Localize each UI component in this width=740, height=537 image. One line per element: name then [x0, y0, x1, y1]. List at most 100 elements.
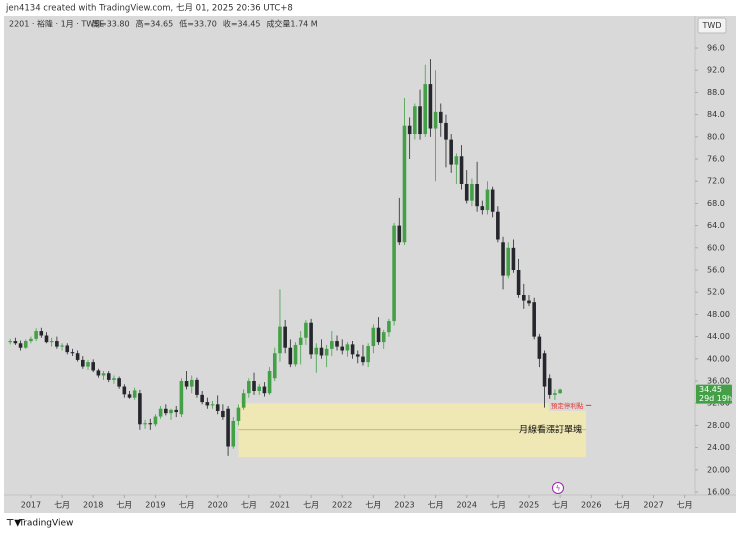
- candle: [547, 374, 552, 399]
- candle: [381, 329, 386, 349]
- header: jen4134 created with TradingView.com, 七月…: [5, 4, 293, 14]
- candle: [148, 418, 153, 430]
- candle-body: [86, 362, 90, 367]
- y-tick-label: 20.00: [707, 465, 730, 474]
- y-tick-label: 48.00: [707, 310, 730, 319]
- candle: [335, 335, 339, 351]
- candle-body: [164, 408, 168, 414]
- y-tick-label: 44.00: [707, 332, 730, 341]
- footer-logo: ⊤▼: [6, 519, 21, 529]
- candle-body: [553, 393, 557, 395]
- currency-button[interactable]: [697, 17, 727, 34]
- x-tick-label: 七月: [116, 501, 132, 510]
- candle: [278, 289, 282, 362]
- candle-body: [355, 354, 360, 357]
- price-tag: [696, 384, 732, 404]
- candle-body: [215, 404, 220, 411]
- candle: [459, 145, 464, 190]
- candle: [226, 405, 230, 456]
- candle-body: [376, 327, 381, 343]
- candle-body: [324, 348, 329, 356]
- candle-body: [112, 378, 116, 380]
- candle: [516, 258, 521, 298]
- candle-body: [153, 416, 158, 425]
- symbol: 2201 · 裕隆 · 1月 · TWSE: [9, 19, 104, 29]
- candle-body: [189, 379, 194, 387]
- candle: [293, 342, 298, 367]
- candle: [60, 343, 64, 351]
- candle-body: [184, 381, 189, 387]
- y-tick-label: 84.0: [707, 110, 725, 119]
- candle: [272, 347, 277, 382]
- candle: [169, 408, 173, 420]
- candle-body: [423, 84, 428, 135]
- candle: [449, 134, 453, 173]
- candle-body: [91, 362, 95, 371]
- candle-body: [174, 409, 179, 413]
- candle-body: [205, 402, 210, 406]
- currency[interactable]: TWD: [702, 21, 722, 30]
- x-tick-label: 2023: [394, 501, 414, 510]
- candle-body: [490, 189, 495, 212]
- candle: [174, 405, 179, 418]
- candle: [96, 368, 101, 378]
- event-icon[interactable]: [552, 482, 564, 494]
- candle: [371, 324, 376, 354]
- candle: [44, 332, 49, 344]
- candle: [527, 294, 531, 307]
- x-tick-label: 七月: [241, 501, 257, 510]
- candle-body: [558, 389, 562, 394]
- legend-item: 低=33.70: [179, 19, 217, 29]
- candle-body: [387, 321, 391, 333]
- candle-body: [96, 370, 101, 376]
- candle: [143, 419, 147, 429]
- candle: [153, 414, 158, 427]
- candle: [407, 117, 412, 160]
- candle-body: [55, 341, 59, 347]
- candle: [397, 197, 402, 246]
- x-tick-label: 2020: [208, 501, 228, 510]
- y-tick-label: 40.00: [707, 354, 730, 363]
- candle: [366, 343, 370, 368]
- candle: [70, 348, 75, 357]
- candle: [314, 343, 319, 373]
- x-tick-label: 2025: [519, 501, 539, 510]
- x-tick-label: 2026: [581, 501, 601, 510]
- candle-body: [480, 206, 485, 211]
- candle-body: [309, 322, 313, 355]
- candle-body: [366, 346, 370, 363]
- candle: [506, 242, 511, 279]
- candle-body: [143, 423, 147, 425]
- candle-body: [464, 183, 469, 201]
- candle: [553, 389, 557, 401]
- y-tick-label: 72.0: [707, 177, 725, 186]
- candle-body: [13, 341, 18, 344]
- y-tick-label: 24.00: [707, 443, 730, 452]
- y-tick-label: 68.0: [707, 199, 725, 208]
- y-tick-label: 52.0: [707, 288, 725, 297]
- candle-body: [138, 393, 142, 425]
- candle: [205, 397, 210, 409]
- candle: [496, 206, 500, 243]
- candle: [164, 404, 168, 416]
- candle-body: [247, 381, 251, 394]
- candle-body: [438, 111, 443, 123]
- candle: [330, 331, 334, 357]
- candle: [247, 378, 251, 398]
- candle-body: [350, 344, 355, 355]
- footer: TradingView: [18, 519, 73, 529]
- candle: [350, 341, 355, 359]
- candle-body: [44, 335, 49, 343]
- candle-body: [34, 331, 38, 339]
- candle: [184, 371, 189, 390]
- candle: [55, 336, 59, 349]
- candle: [444, 114, 448, 168]
- target-label: 預定停利點: [551, 401, 584, 410]
- event-icon-glyph[interactable]: ϟ: [556, 485, 561, 493]
- candle-body: [231, 420, 236, 447]
- candle-body: [122, 386, 127, 395]
- candle-body: [496, 211, 500, 240]
- x-tick-label: 2017: [21, 501, 41, 510]
